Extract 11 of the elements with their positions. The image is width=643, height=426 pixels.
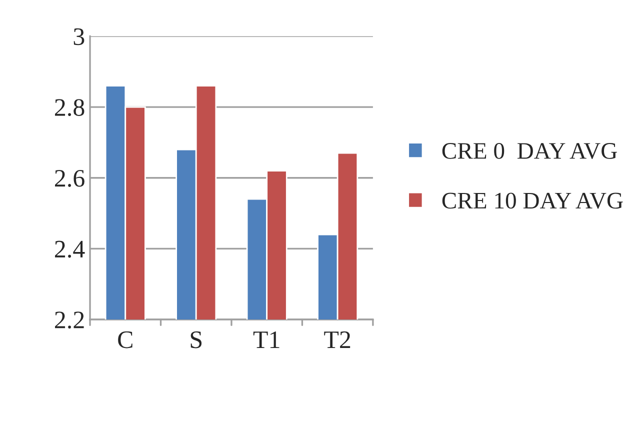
legend-label: CRE 0 DAY AVG xyxy=(442,142,617,160)
x-tick-label: C xyxy=(118,331,132,348)
x-tick-label: T2 xyxy=(324,331,350,348)
y-tick-label: 2.8 xyxy=(55,99,84,116)
y-tick-label: 2.4 xyxy=(55,240,85,258)
x-tick-label: T1 xyxy=(253,331,280,348)
legend-label: CRE 10 DAY AVG xyxy=(442,192,623,209)
x-tick-label: S xyxy=(190,331,202,348)
y-tick-label: 2.6 xyxy=(55,170,84,187)
y-tick-label: 2.2 xyxy=(55,312,84,329)
y-tick-label: 3 xyxy=(74,28,84,46)
